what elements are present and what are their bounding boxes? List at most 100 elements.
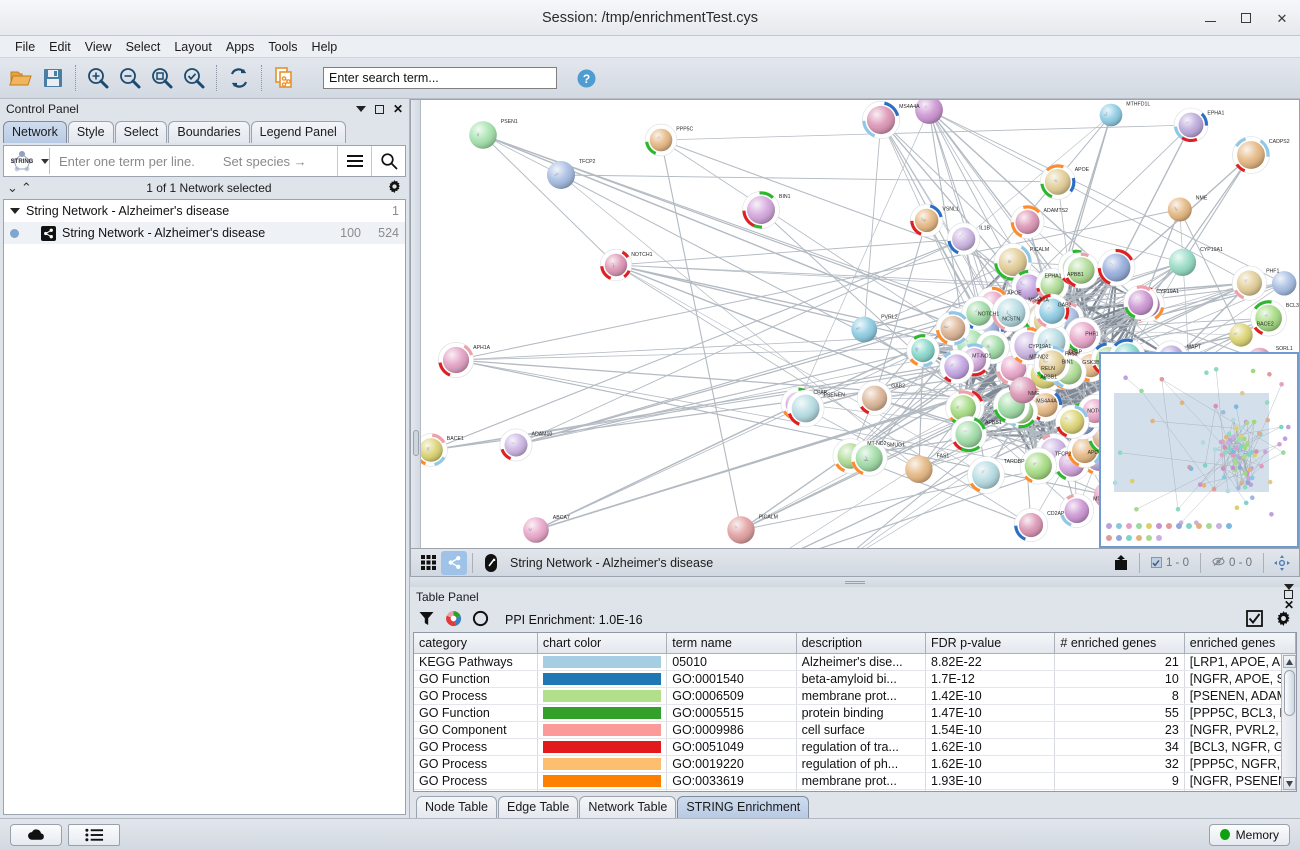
expand-all-icon[interactable]: ⌃ bbox=[20, 180, 32, 195]
cell-description: beta-amyloid bi... bbox=[796, 670, 927, 689]
float-panel-icon[interactable] bbox=[1283, 589, 1293, 599]
gear-icon[interactable] bbox=[387, 179, 402, 197]
selected-nodes-indicator[interactable]: 1 - 0 bbox=[1145, 557, 1195, 569]
menu-view[interactable]: View bbox=[84, 39, 112, 54]
network-graph[interactable]: PICALM PHF1 EPHA1 NOTCH1 APBB1 MAPT APOE GAB2 SO… bbox=[411, 100, 1299, 549]
zoom-in-icon[interactable] bbox=[83, 63, 113, 93]
table-row[interactable]: GO Process GO:0050435beta-amyloid m...2.0… bbox=[414, 789, 1296, 791]
refresh-icon[interactable] bbox=[224, 63, 254, 93]
network-group-row[interactable]: String Network - Alzheimer's disease 1 bbox=[4, 200, 405, 222]
cloud-icon[interactable] bbox=[10, 823, 62, 846]
tab-style[interactable]: Style bbox=[67, 120, 114, 143]
column-header-term-name[interactable]: term name bbox=[666, 633, 797, 655]
search-input[interactable]: Enter search term... bbox=[323, 67, 557, 89]
enrichment-table-body-scroll[interactable]: KEGG Pathways 05010 Alzheimer's dise... 8.8… bbox=[414, 654, 1296, 791]
tab-select[interactable]: Select bbox=[114, 120, 168, 143]
chevron-down-icon[interactable] bbox=[355, 106, 366, 112]
scrollbar-thumb[interactable] bbox=[413, 430, 419, 456]
column-header-category[interactable]: category bbox=[414, 633, 538, 655]
close-button[interactable]: ✕ bbox=[1276, 10, 1288, 26]
zoom-selected-icon[interactable] bbox=[179, 63, 209, 93]
help-icon[interactable]: ? bbox=[571, 63, 601, 93]
overview-viewport-region[interactable] bbox=[1114, 393, 1269, 492]
zoom-fit-icon[interactable] bbox=[147, 63, 177, 93]
network-view-title: String Network - Alzheimer's disease bbox=[510, 555, 714, 570]
search-icon[interactable] bbox=[371, 146, 405, 176]
hidden-nodes-indicator[interactable]: 0 - 0 bbox=[1206, 556, 1258, 570]
scrollbar-thumb[interactable] bbox=[1284, 670, 1295, 717]
donut-chart-icon[interactable] bbox=[472, 610, 489, 630]
open-session-icon[interactable] bbox=[6, 63, 36, 93]
table-row[interactable]: GO Process GO:0051049 regulation of tra...… bbox=[414, 738, 1296, 757]
float-panel-icon[interactable] bbox=[374, 104, 384, 114]
pan-tool-icon[interactable] bbox=[1269, 551, 1295, 575]
column-header-chart-color[interactable]: chart color bbox=[537, 633, 668, 655]
filter-icon[interactable] bbox=[418, 610, 435, 630]
table-row[interactable]: KEGG Pathways 05010 Alzheimer's dise... 8.8… bbox=[414, 654, 1296, 672]
table-row[interactable]: GO Function GO:0005515 protein binding 1.47… bbox=[414, 704, 1296, 723]
scroll-up-arrow-icon[interactable] bbox=[1282, 655, 1296, 669]
hamburger-icon[interactable] bbox=[337, 146, 371, 176]
close-panel-icon[interactable]: ✕ bbox=[392, 102, 403, 116]
menu-apps[interactable]: Apps bbox=[225, 39, 255, 54]
tab-edge-table[interactable]: Edge Table bbox=[498, 796, 579, 818]
ppi-enrichment-status: PPI Enrichment: 1.0E-16 bbox=[505, 612, 643, 627]
table-row[interactable]: GO Process GO:0006509 membrane prot... 1.42… bbox=[414, 687, 1296, 706]
close-panel-icon[interactable]: ✕ bbox=[1283, 597, 1294, 612]
table-row[interactable]: GO Process GO:0019220 regulation of ph... 1… bbox=[414, 755, 1296, 774]
cell-fdr: 2.07E-10 bbox=[925, 789, 1056, 791]
tab-node-table[interactable]: Node Table bbox=[416, 796, 498, 818]
column-header-description[interactable]: description bbox=[796, 633, 927, 655]
panel-splitter[interactable] bbox=[410, 577, 1300, 587]
menu-help[interactable]: Help bbox=[311, 39, 338, 54]
table-row[interactable]: GO Function GO:0001540 beta-amyloid bi... 1… bbox=[414, 670, 1296, 689]
annotation-icon[interactable] bbox=[478, 551, 504, 575]
new-network-icon[interactable] bbox=[269, 63, 299, 93]
network-view-canvas[interactable]: PICALM PHF1 EPHA1 NOTCH1 APBB1 MAPT APOE GAB2 SO… bbox=[410, 99, 1300, 549]
pie-chart-icon[interactable] bbox=[445, 610, 462, 630]
save-session-icon[interactable] bbox=[38, 63, 68, 93]
network-overview-inset[interactable] bbox=[1099, 352, 1299, 548]
set-species-link[interactable]: Set species → bbox=[222, 153, 307, 169]
column-header-fdr-pvalue[interactable]: FDR p-value bbox=[925, 633, 1056, 655]
table-row[interactable]: GO Process GO:0033619 membrane prot... 1.93… bbox=[414, 772, 1296, 791]
gear-icon[interactable] bbox=[1275, 610, 1292, 630]
export-icon[interactable] bbox=[1108, 551, 1134, 575]
main-body: Control Panel ✕ Network Style Select Bou… bbox=[0, 99, 1300, 818]
string-logo-icon[interactable]: STRING bbox=[4, 146, 40, 176]
table-row[interactable]: GO Component GO:0009986 cell surface 1.54E-… bbox=[414, 721, 1296, 740]
menu-layout[interactable]: Layout bbox=[174, 39, 212, 54]
chevron-down-icon[interactable] bbox=[1283, 583, 1294, 590]
zoom-out-icon[interactable] bbox=[115, 63, 145, 93]
column-header-enriched-genes[interactable]: enriched genes bbox=[1184, 633, 1296, 655]
tab-boundaries[interactable]: Boundaries bbox=[168, 120, 250, 143]
column-header-enriched-gene-count[interactable]: # enriched genes bbox=[1054, 633, 1185, 655]
checkbox-checked-icon[interactable] bbox=[1246, 609, 1263, 630]
maximize-button[interactable] bbox=[1238, 10, 1254, 26]
tab-string-enrichment[interactable]: STRING Enrichment bbox=[677, 796, 810, 818]
collapse-all-icon[interactable]: ⌄ bbox=[7, 180, 18, 195]
network-vertical-scrollbar[interactable] bbox=[411, 100, 421, 548]
list-icon[interactable] bbox=[68, 823, 120, 846]
string-species-caret-icon[interactable] bbox=[41, 158, 49, 164]
enrichment-table[interactable]: category chart color term name descripti… bbox=[413, 632, 1297, 792]
memory-status[interactable]: Memory bbox=[1208, 823, 1290, 846]
network-list[interactable]: String Network - Alzheimer's disease 1 S… bbox=[3, 199, 406, 815]
title-bar: Session: /tmp/enrichmentTest.cys ✕ bbox=[0, 0, 1300, 36]
chevron-down-icon[interactable] bbox=[10, 208, 20, 214]
grid-layout-icon[interactable] bbox=[415, 551, 441, 575]
menu-select[interactable]: Select bbox=[125, 39, 161, 54]
scroll-down-arrow-icon[interactable] bbox=[1282, 777, 1296, 790]
tab-legend-panel[interactable]: Legend Panel bbox=[250, 120, 346, 143]
table-vertical-scrollbar[interactable] bbox=[1281, 654, 1296, 791]
menu-file[interactable]: File bbox=[15, 39, 36, 54]
tab-network[interactable]: Network bbox=[3, 120, 67, 143]
share-network-icon[interactable] bbox=[441, 550, 467, 575]
menu-tools[interactable]: Tools bbox=[268, 39, 298, 54]
network-item-row[interactable]: String Network - Alzheimer's disease 100… bbox=[4, 222, 405, 244]
menu-edit[interactable]: Edit bbox=[49, 39, 71, 54]
cell-count: 23 bbox=[1054, 721, 1185, 740]
tab-network-table[interactable]: Network Table bbox=[579, 796, 677, 818]
minimize-button[interactable] bbox=[1202, 10, 1218, 26]
string-term-input[interactable]: Enter one term per line. Set species → bbox=[50, 154, 337, 169]
